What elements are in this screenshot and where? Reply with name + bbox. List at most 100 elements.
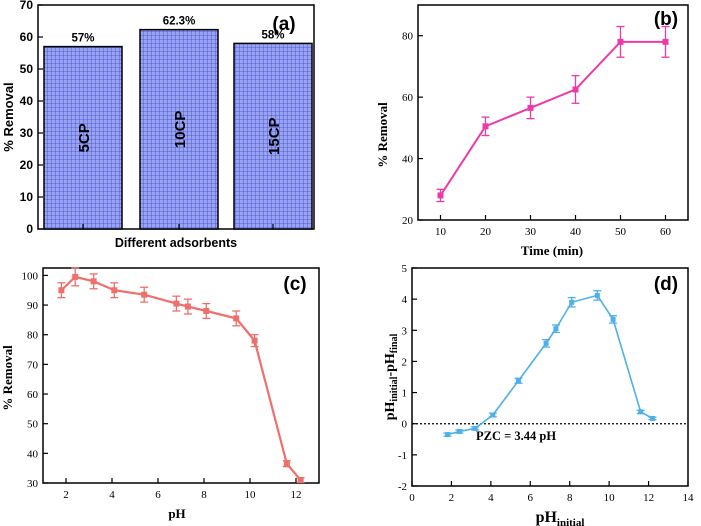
panel-d-data-point [456, 429, 462, 434]
panel-a-category-label: 5CP [76, 123, 93, 152]
panel-a-value-label: 57% [71, 33, 94, 45]
panel-d-data-point [553, 326, 559, 332]
panel-c-y-tick-label: 50 [27, 419, 39, 431]
panel-d-x-tick-label: 6 [528, 492, 534, 504]
panel-d-data-point [543, 340, 549, 346]
panel-b-x-axis-label: Time (min) [521, 243, 583, 258]
panel-c-data-point [111, 287, 118, 294]
panel-c-y-axis-label: % Removal [0, 345, 15, 411]
panel-d-y-label-ph2: -pH [383, 353, 398, 376]
panel-a-y-tick-label: 20 [20, 158, 34, 172]
panel-c-data-point [58, 287, 65, 294]
panel-c-y-tick-label: 90 [27, 300, 39, 312]
panel-b-frame [417, 4, 689, 221]
panel-c-data-point [72, 273, 79, 280]
panel-a-bar [139, 28, 219, 230]
panel-c-y-tick-label: 60 [27, 389, 39, 401]
panel-c-data-point [184, 303, 191, 310]
panel-d-x-label-sub: initial [557, 517, 585, 526]
panel-b-data-point [527, 104, 534, 111]
panel-a-y-axis-label: % Removal [1, 82, 16, 151]
panel-a-category-label: 10CP [172, 111, 189, 149]
panel-d-x-label-main: pH [536, 509, 558, 526]
panel-d-pzc-annotation: PZC = 3.44 pH [476, 429, 556, 443]
panel-c-data-point [283, 460, 290, 467]
panel-c-y-tick-label: 80 [27, 330, 39, 342]
panel-c-data-point [297, 477, 304, 484]
panel-d-data-point [490, 412, 496, 418]
panel-d-data-point [594, 292, 600, 298]
panel-b-y-tick-label: 80 [402, 31, 414, 43]
panel-a-y-tick-label: 10 [20, 190, 34, 204]
panel-c-x-tick-label: 8 [201, 489, 207, 501]
panel-d-y-label-sub1: initial [389, 376, 400, 401]
panel-d-data-point [444, 432, 450, 438]
panel-a-x-axis-label: Different adsorbents [115, 236, 237, 250]
panel-c-x-axis-label: pH [168, 506, 185, 521]
panel-a-category-label: 15CP [266, 117, 283, 155]
panel-d-y-tick-label: 2 [402, 356, 408, 368]
panel-d-x-tick-label: 2 [449, 492, 455, 504]
panel-b: 10 20 30 40 50 60 20 40 60 80 (b) Time (min) % Re… [375, 4, 689, 258]
panel-d-y-tick-label: -1 [398, 450, 407, 462]
panel-b-data-point [617, 38, 624, 45]
panel-b-x-tick-label: 30 [525, 226, 537, 238]
panel-c-data-point [251, 337, 258, 344]
panel-d-x-tick-label: 12 [643, 492, 654, 504]
panel-b-x-tick-label: 10 [435, 226, 447, 238]
panel-a-y-tick-label: 70 [20, 0, 34, 12]
panel-b-x-tick-label: 40 [570, 226, 582, 238]
panel-c-y-tick-label: 40 [27, 448, 39, 460]
panel-d-data-point [472, 425, 478, 431]
panel-b-data-point [437, 192, 444, 199]
panel-d-data-point [650, 415, 656, 421]
panel-a-y-tick-label: 60 [20, 30, 34, 44]
panel-d-data-point [569, 299, 575, 305]
panel-d-y-tick-label: 5 [402, 263, 408, 275]
panel-c-data-point [233, 315, 240, 322]
panel-c-x-tick-label: 6 [155, 489, 161, 501]
panel-d-y-tick-label: 4 [402, 294, 408, 306]
panel-d-y-tick-label: 3 [402, 325, 408, 337]
panel-c-y-tick-label: 30 [27, 478, 39, 490]
panel-d-y-label-sub2: final [389, 334, 400, 354]
panel-c-data-point [90, 278, 97, 285]
panel-d-x-tick-label: 4 [488, 492, 494, 504]
panel-d-x-tick-label: 14 [683, 492, 695, 504]
panel-c-data-point [173, 300, 180, 307]
panel-c-series-line [60, 275, 302, 481]
panel-b-label: (b) [654, 9, 678, 30]
panel-a-y-tick-label: 0 [26, 222, 33, 236]
panel-c-x-tick-label: 10 [245, 489, 257, 501]
panel-d-x-axis-label: pHinitial [536, 509, 585, 526]
panel-c-frame [42, 267, 320, 484]
panel-b-data-point [482, 123, 489, 130]
panel-a: 0 10 20 30 40 50 60 70 57% 5CP 62.3% 10CP 58% 15CP (a… [1, 0, 315, 250]
panel-c-label: (c) [283, 274, 306, 295]
panel-a-value-label: 62.3% [163, 16, 196, 28]
panel-d-data-point [638, 409, 644, 415]
panel-a-y-tick-label: 30 [20, 126, 34, 140]
panel-d-y-label-ph1: pH [383, 401, 398, 420]
panel-d-series-line [447, 294, 653, 436]
panel-d-label: (d) [654, 274, 678, 295]
panel-c: 2 4 6 8 10 12 30 40 50 60 70 80 90 100 (c) pH % Remov… [0, 267, 320, 521]
panel-d-y-axis-label: pHinitial-pHfinal [383, 334, 400, 421]
panel-b-data-point [662, 38, 669, 45]
panel-d-x-tick-label: 0 [409, 492, 415, 504]
panel-c-data-point [203, 308, 210, 314]
panel-d-x-tick-label: 8 [567, 492, 573, 504]
panel-d-y-tick-label: -2 [398, 481, 407, 493]
panel-b-x-tick-label: 60 [660, 226, 672, 238]
panel-a-label: (a) [272, 14, 295, 35]
panel-c-y-tick-label: 100 [22, 270, 39, 282]
panel-c-y-tick-label: 70 [27, 359, 39, 371]
panel-b-y-axis-label: % Removal [375, 102, 390, 168]
panel-d-frame [411, 267, 689, 487]
panel-b-x-tick-label: 50 [615, 226, 627, 238]
panel-b-data-point [572, 86, 579, 93]
panel-a-y-tick-label: 40 [20, 94, 34, 108]
panel-b-series-line [439, 40, 666, 196]
